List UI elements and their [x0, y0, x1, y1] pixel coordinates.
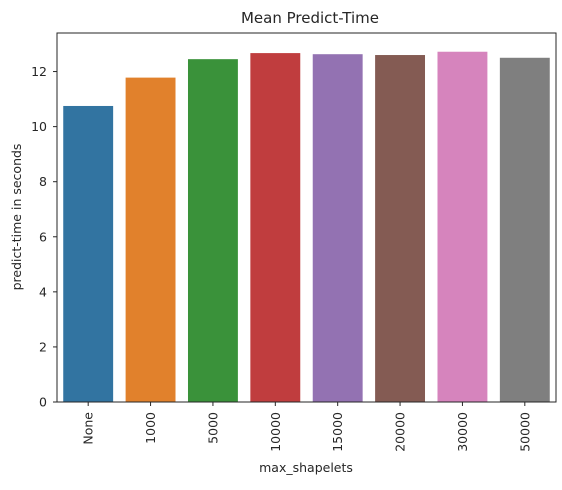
x-axis-label: max_shapelets [259, 460, 353, 475]
bar-50000 [499, 57, 550, 402]
x-tick-label-None: None [81, 412, 96, 445]
x-axis-ticks: None 1000 5000 10000 15000 20000 30000 50000 [81, 402, 532, 452]
x-tick-label-30000: 30000 [455, 412, 470, 452]
bar-None [63, 105, 114, 402]
y-axis-ticks: 0 2 4 6 8 10 12 [31, 64, 57, 410]
y-tick-label: 2 [39, 339, 47, 354]
x-tick-label-15000: 15000 [330, 412, 345, 452]
bar-20000 [375, 55, 426, 402]
bar-10000 [250, 53, 301, 402]
x-tick-label-5000: 5000 [205, 412, 220, 444]
y-axis-label: predict-time in seconds [9, 144, 24, 291]
y-tick-label: 0 [39, 395, 47, 410]
chart-title: Mean Predict-Time [241, 9, 379, 27]
bar-5000 [187, 59, 238, 402]
x-tick-label-1000: 1000 [143, 412, 158, 444]
bar-15000 [312, 54, 363, 402]
y-tick-label: 8 [39, 174, 47, 189]
x-tick-label-10000: 10000 [268, 412, 283, 452]
x-tick-label-20000: 20000 [393, 412, 408, 452]
y-tick-label: 12 [31, 64, 47, 79]
y-tick-label: 6 [39, 229, 47, 244]
y-tick-label: 10 [31, 119, 47, 134]
plot-frame [56, 32, 557, 403]
y-tick-label: 4 [39, 284, 47, 299]
x-tick-label-50000: 50000 [517, 412, 532, 452]
bar-30000 [437, 51, 488, 402]
bar-1000 [125, 77, 176, 403]
bar-group [63, 51, 550, 403]
